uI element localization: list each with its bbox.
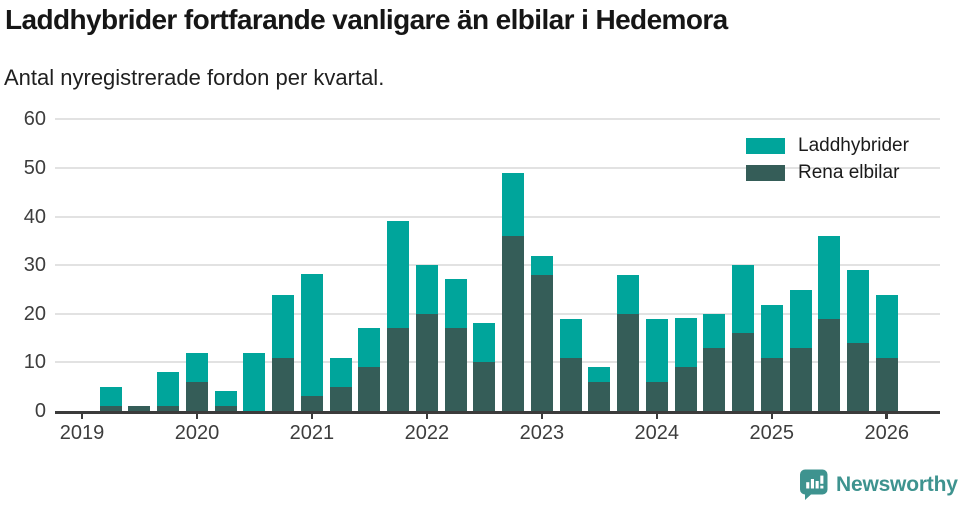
bar-segment-rena-elbilar (617, 314, 640, 411)
bar-segment-rena-elbilar (128, 406, 151, 411)
bar-segment-laddhybrider (645, 319, 668, 382)
legend-label: Laddhybrider (798, 135, 909, 156)
bar-segment-rena-elbilar (387, 328, 410, 411)
bar-segment-rena-elbilar (875, 358, 898, 411)
bar-segment-laddhybrider (818, 236, 841, 319)
y-gridline (55, 361, 940, 364)
y-axis-label: 0 (34, 400, 46, 422)
bar-segment-laddhybrider (185, 353, 208, 382)
bar-segment-rena-elbilar (358, 367, 381, 411)
bar-segment-laddhybrider (732, 265, 755, 333)
legend: Laddhybrider Rena elbilar (746, 135, 909, 192)
bar-segment-rena-elbilar (645, 382, 668, 411)
bar-segment-rena-elbilar (272, 358, 295, 411)
x-axis-label: 2026 (864, 422, 909, 444)
legend-swatch-rena-elbilar (746, 165, 785, 181)
bar-segment-rena-elbilar (846, 343, 869, 411)
bar-segment-laddhybrider (358, 328, 381, 367)
bar-segment-rena-elbilar (300, 396, 323, 411)
x-axis-label: 2023 (519, 422, 565, 444)
x-axis-label: 2019 (59, 422, 105, 444)
bar-segment-laddhybrider (559, 319, 582, 358)
x-axis-label: 2022 (404, 422, 450, 444)
bar-segment-rena-elbilar (559, 358, 582, 411)
bar-chart-speech-bubble-icon (800, 469, 828, 500)
bar-segment-laddhybrider (760, 305, 783, 358)
bar-segment-rena-elbilar (99, 406, 122, 411)
legend-label: Rena elbilar (798, 162, 900, 183)
x-axis-line (55, 411, 940, 414)
bar-segment-laddhybrider (329, 358, 352, 387)
y-gridline (55, 312, 940, 315)
y-axis-label: 60 (23, 108, 46, 131)
bar-segment-laddhybrider (99, 387, 122, 406)
bar-segment-rena-elbilar (214, 406, 237, 411)
bar-segment-laddhybrider (530, 256, 553, 275)
bar-segment-rena-elbilar (760, 358, 783, 411)
y-gridline (55, 167, 940, 169)
bar-segment-rena-elbilar (185, 382, 208, 411)
bar-segment-laddhybrider (875, 295, 898, 358)
y-axis-label: 30 (23, 254, 46, 277)
legend-item-laddhybrider: Laddhybrider (746, 135, 909, 156)
bar-segment-rena-elbilar (588, 382, 611, 411)
x-axis-tick (80, 413, 84, 419)
bar-segment-rena-elbilar (329, 387, 352, 411)
bar-segment-rena-elbilar (674, 367, 697, 411)
bar-segment-rena-elbilar (530, 275, 553, 411)
bar-segment-rena-elbilar (444, 328, 467, 411)
y-axis-label: 10 (23, 351, 46, 374)
y-gridline (55, 215, 940, 218)
y-gridline (55, 118, 940, 121)
bar-segment-laddhybrider (588, 367, 611, 382)
bar-segment-laddhybrider (703, 314, 726, 348)
x-axis-tick (195, 413, 199, 419)
x-axis-label: 2024 (634, 422, 680, 444)
bar-segment-laddhybrider (214, 391, 237, 406)
bar-segment-laddhybrider (502, 173, 525, 236)
bar-segment-rena-elbilar (415, 314, 438, 411)
y-axis-label: 40 (23, 205, 46, 228)
bar-segment-laddhybrider (674, 318, 697, 367)
bar-segment-rena-elbilar (157, 406, 180, 411)
bar-segment-laddhybrider (300, 274, 323, 396)
bar-segment-laddhybrider (789, 290, 812, 348)
x-axis-tick (770, 413, 773, 419)
bar-segment-laddhybrider (846, 270, 869, 343)
bar-segment-rena-elbilar (789, 348, 812, 411)
x-axis-tick (885, 413, 888, 419)
bar-segment-laddhybrider (473, 323, 496, 362)
y-gridline (55, 264, 940, 267)
bar-segment-laddhybrider (272, 295, 295, 358)
x-axis-tick (655, 413, 659, 419)
bar-segment-laddhybrider (617, 275, 640, 314)
chart-subtitle: Antal nyregistrerade fordon per kvartal. (4, 65, 385, 90)
x-axis-tick (425, 413, 429, 419)
legend-item-rena-elbilar: Rena elbilar (746, 162, 909, 183)
x-axis-label: 2020 (174, 422, 220, 444)
chart-title: Laddhybrider fortfarande vanligare än el… (5, 4, 728, 35)
bar-segment-laddhybrider (243, 353, 266, 411)
bar-segment-rena-elbilar (502, 236, 525, 411)
x-axis-tick (310, 413, 314, 419)
brand-name: Newsworthy (836, 472, 958, 496)
bar-segment-rena-elbilar (732, 333, 755, 411)
bar-segment-laddhybrider (415, 265, 438, 314)
bar-segment-rena-elbilar (818, 319, 841, 411)
bar-segment-laddhybrider (157, 372, 180, 406)
x-axis-label: 2021 (289, 422, 335, 444)
x-axis-label: 2025 (749, 422, 795, 444)
x-axis-tick (540, 413, 544, 419)
newsworthy-logo[interactable]: Newsworthy (800, 469, 958, 500)
y-axis-label: 50 (23, 157, 46, 179)
bar-segment-laddhybrider (387, 221, 410, 328)
legend-swatch-laddhybrider (746, 138, 785, 154)
bar-segment-rena-elbilar (703, 348, 726, 411)
y-axis-label: 20 (23, 302, 46, 325)
bar-segment-laddhybrider (444, 279, 467, 328)
bar-segment-rena-elbilar (473, 362, 496, 411)
